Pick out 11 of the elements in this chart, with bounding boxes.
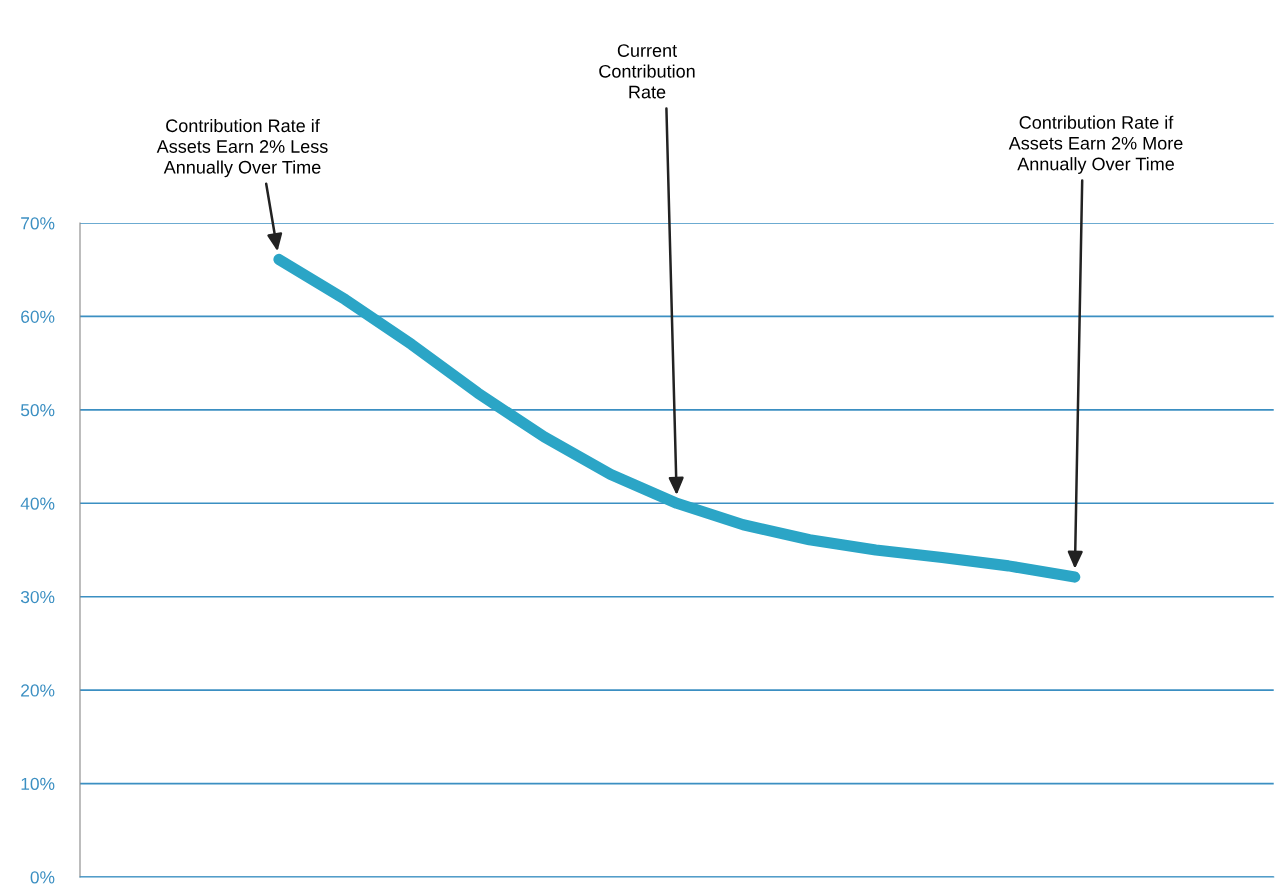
text: Contribution Rate if Assets Earn 2% More Annually Over Time [1008,115,1183,174]
y-tick-label: 50% [20,404,55,417]
y-tick-label: 60% [21,310,55,323]
y-tick-label: 30% [20,590,55,604]
text: Contribution Rate if Assets Earn 2% Less Annually Over Time [156,118,328,178]
y-tick-label: 40% [20,497,55,510]
y-tick-label: 20% [21,684,55,697]
y-tick-label: 70% [21,217,55,230]
text: Current Contribution Rate [599,44,695,99]
y-tick-label: 10% [21,777,55,791]
y-tick-label: 0% [30,871,55,884]
